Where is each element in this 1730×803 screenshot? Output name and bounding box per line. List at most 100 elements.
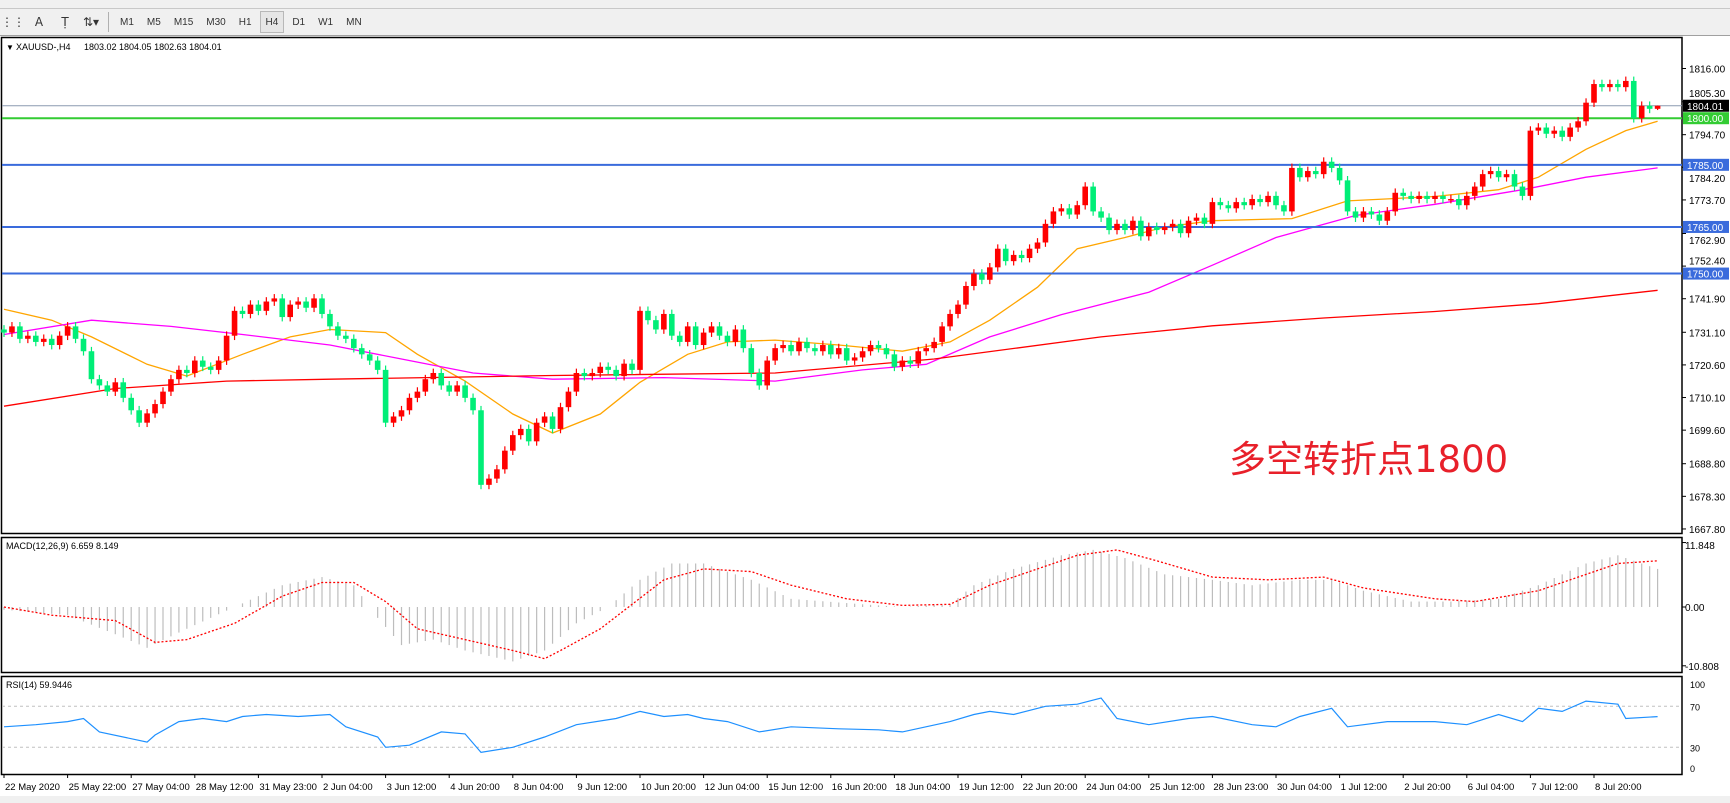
candle-body — [438, 372, 445, 386]
candle-body — [557, 407, 564, 429]
candle-body — [597, 366, 604, 373]
candle — [1503, 169, 1510, 182]
candle-body — [176, 369, 182, 380]
timeframe-mn[interactable]: MN — [346, 16, 362, 28]
candle-body — [923, 348, 929, 352]
candle-body — [1297, 167, 1303, 178]
candle-body — [303, 301, 309, 308]
candle — [1289, 163, 1295, 216]
candle-body — [1217, 202, 1224, 206]
candle — [963, 281, 969, 309]
candle — [1591, 79, 1597, 108]
candle — [645, 306, 651, 325]
rsi-tick-label: 100 — [1690, 680, 1705, 690]
arrows-icon[interactable]: ⇅▾ — [82, 15, 100, 29]
candle — [1368, 207, 1375, 219]
candle — [1519, 182, 1526, 201]
candle-body — [414, 391, 421, 398]
price-tick-label: 1784.20 — [1689, 174, 1726, 185]
candle — [1464, 191, 1470, 210]
candle-body — [430, 372, 437, 380]
rsi-line — [3, 697, 1658, 754]
candle-body — [891, 354, 898, 367]
timeframe-h1[interactable]: H1 — [238, 16, 252, 28]
candle — [231, 306, 238, 341]
timeframe-m15[interactable]: M15 — [173, 16, 194, 28]
candle — [279, 294, 286, 322]
candle — [1257, 194, 1263, 207]
candle — [931, 337, 937, 353]
candle-body — [374, 360, 381, 370]
candle — [1408, 191, 1414, 204]
time-axis-label: 10 Jun 20:00 — [641, 782, 696, 793]
candle — [994, 244, 1001, 272]
time-axis-label: 31 May 23:00 — [259, 782, 317, 793]
candle-body — [168, 379, 174, 392]
chart-annotation-text: 多空转折点1800 — [1229, 438, 1509, 481]
candle — [796, 337, 802, 356]
candle-body — [1503, 174, 1510, 178]
candle-body — [1360, 211, 1367, 218]
candle — [88, 346, 95, 384]
candle — [573, 368, 580, 396]
candle — [96, 374, 103, 390]
candle — [1098, 207, 1104, 222]
candle-body — [979, 273, 985, 280]
candle — [112, 377, 119, 396]
candle-body — [1281, 205, 1287, 212]
candle-body — [1591, 84, 1597, 103]
candle-body — [64, 326, 71, 336]
candle — [470, 393, 476, 415]
candle — [462, 381, 468, 403]
candle — [907, 356, 914, 369]
candle-body — [1114, 223, 1120, 231]
timeframe-m1[interactable]: M1 — [120, 16, 134, 28]
candle-body — [732, 329, 739, 342]
candle-body — [144, 413, 150, 423]
candle — [1074, 200, 1081, 219]
candle — [724, 331, 731, 347]
candle — [1281, 200, 1287, 216]
chart-window[interactable]: ▼ XAUUSD-,H4 1803.02 1804.05 1802.63 1804.… — [0, 36, 1730, 803]
candle-body — [931, 341, 937, 349]
time-axis-label: 19 Jun 12:00 — [959, 782, 1014, 793]
timeframe-m5[interactable]: M5 — [146, 16, 161, 28]
candle — [215, 356, 222, 375]
text-label-icon[interactable]: Ṭ — [61, 15, 69, 29]
candle — [1479, 169, 1486, 191]
candle — [72, 322, 79, 344]
candle-body — [1106, 217, 1112, 231]
candle — [438, 368, 445, 390]
candle-body — [1074, 205, 1081, 215]
candle-body — [1249, 198, 1255, 206]
price-tick-label: 1731.10 — [1689, 328, 1726, 339]
candle-body — [1551, 130, 1558, 134]
candle-body — [971, 273, 977, 286]
candle-body — [112, 382, 119, 392]
timeframe-m30[interactable]: M30 — [206, 16, 226, 28]
candle — [207, 362, 214, 375]
candle — [1050, 207, 1057, 229]
ohlc-readout: 1803.02 1804.05 1802.63 1804.01 — [84, 42, 222, 52]
candle — [955, 300, 961, 319]
timeframe-w1[interactable]: W1 — [318, 16, 334, 28]
time-axis-label: 6 Jul 04:00 — [1468, 782, 1514, 793]
candle-body — [1646, 105, 1653, 109]
timeframe-h4[interactable]: H4 — [259, 11, 285, 33]
candle-body — [756, 372, 763, 386]
candle-body — [1464, 195, 1470, 206]
time-axis-label: 2 Jun 04:00 — [323, 782, 373, 793]
text-a-icon[interactable]: A — [34, 15, 44, 29]
chart-canvas[interactable]: ▼ XAUUSD-,H4 1803.02 1804.05 1802.63 1804.… — [0, 36, 1730, 803]
candle — [64, 322, 71, 341]
grid-f-icon[interactable]: ⋮⋮ — [1, 15, 25, 29]
candle-body — [899, 360, 906, 367]
candle — [128, 393, 134, 415]
timeframe-d1[interactable]: D1 — [292, 16, 306, 28]
candle-body — [1320, 161, 1327, 175]
candle — [613, 365, 619, 381]
candle-body — [812, 348, 818, 352]
level-price-badge — [1683, 158, 1729, 171]
candle — [1058, 203, 1065, 216]
candle — [247, 300, 254, 319]
